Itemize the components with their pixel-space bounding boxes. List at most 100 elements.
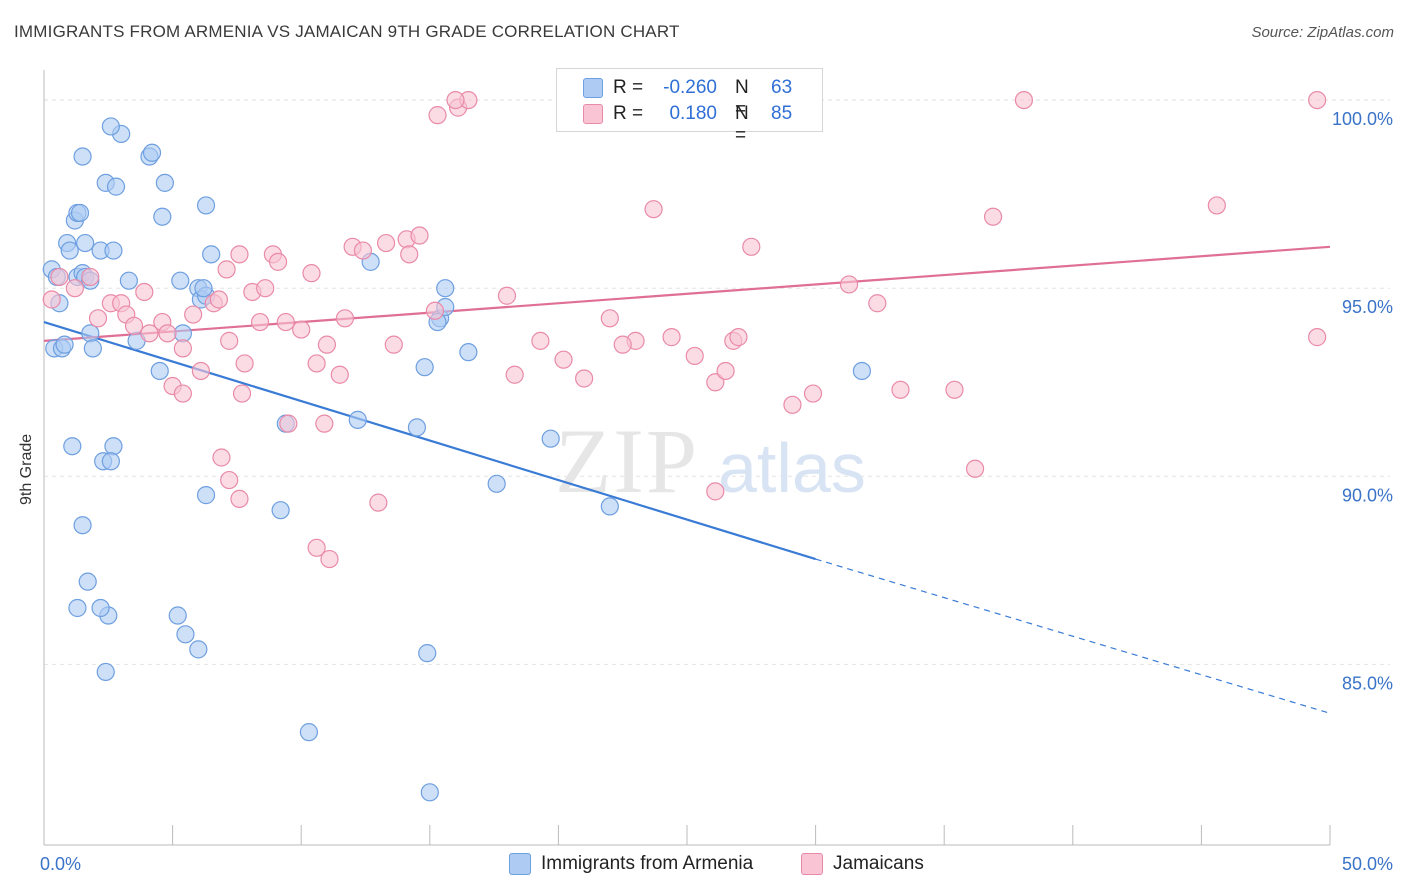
jamaican-point: [250, 312, 270, 332]
armenia-point: [196, 486, 216, 505]
armenia-point: [104, 437, 123, 456]
bottom-legend-swatch-armenia: [509, 853, 531, 875]
legend-r-value-jamaicans: 0.180: [669, 103, 717, 124]
y-tick-label: 95.0%: [1342, 297, 1393, 317]
jamaican-point: [220, 331, 239, 350]
armenia-point: [202, 245, 221, 264]
jamaican-point: [302, 264, 321, 283]
jamaican-point: [706, 482, 725, 501]
jamaican-point: [531, 331, 550, 350]
jamaican-point: [410, 226, 429, 245]
legend-n-label: N =: [735, 103, 749, 146]
jamaican-point: [742, 237, 761, 256]
jamaican-point: [644, 200, 663, 219]
jamaican-point: [268, 252, 288, 271]
legend-r-label: R =: [613, 77, 644, 98]
jamaican-point: [88, 309, 108, 328]
armenia-point: [196, 196, 216, 215]
jamaican-point: [335, 309, 355, 328]
jamaican-point: [212, 448, 231, 467]
jamaican-point: [256, 279, 275, 298]
x-tick-label: 0.0%: [40, 854, 81, 874]
axes: [43, 70, 1331, 846]
watermark-zip: ZIP: [555, 410, 699, 512]
jamaican-point: [50, 267, 69, 287]
y-axis-label: 9th Grade: [18, 433, 35, 505]
armenia-point: [415, 358, 434, 377]
jamaican-point: [1207, 196, 1226, 215]
jamaican-point: [839, 275, 859, 294]
jamaican-point: [191, 361, 210, 381]
source-label: Source: ZipAtlas.com: [1251, 24, 1394, 41]
jamaican-point: [292, 320, 311, 339]
jamaican-point: [317, 335, 337, 354]
data-points: [42, 90, 1327, 802]
jamaican-point: [307, 354, 326, 373]
jamaican-point: [868, 294, 887, 313]
jamaican-point: [803, 384, 823, 403]
jamaican-point: [315, 414, 334, 433]
armenia-point: [63, 437, 82, 456]
jamaican-point: [1308, 90, 1327, 110]
armenia-point: [101, 117, 120, 136]
jamaican-point: [209, 290, 228, 309]
jamaican-point: [400, 245, 419, 264]
legend-r-value-armenia: -0.260: [663, 77, 717, 98]
y-tick-label: 90.0%: [1342, 485, 1393, 505]
jamaican-point: [613, 335, 632, 354]
armenia-point: [171, 271, 190, 290]
legend-r-label: R =: [613, 103, 644, 124]
armenia-point: [153, 207, 172, 226]
jamaican-point: [662, 328, 681, 347]
jamaican-point: [575, 369, 594, 388]
jamaican-point: [446, 90, 465, 110]
jamaican-point: [307, 538, 326, 557]
jamaican-point: [376, 233, 396, 253]
watermark-atlas: atlas: [718, 429, 866, 507]
armenia-point: [119, 271, 138, 290]
armenia-point: [150, 361, 169, 381]
armenia-point: [106, 177, 126, 196]
armenia-point: [76, 233, 95, 253]
armenia-point: [104, 241, 123, 260]
jamaican-point: [353, 241, 373, 260]
armenia-point: [78, 572, 97, 591]
armenia-trend-line: [43, 321, 816, 561]
armenia-point: [168, 606, 187, 625]
jamaican-point: [158, 324, 177, 343]
y-tick-label: 85.0%: [1342, 673, 1393, 693]
armenia-point: [487, 474, 506, 493]
armenia-point: [96, 662, 115, 682]
armenia-point: [194, 279, 213, 298]
jamaican-point: [891, 380, 910, 399]
jamaican-point: [505, 365, 524, 384]
jamaican-point: [230, 245, 249, 264]
jamaican-point: [81, 267, 100, 287]
jamaican-point: [685, 346, 704, 366]
legend-n-value-jamaicans: 85: [771, 103, 793, 124]
armenia-point: [852, 361, 871, 381]
jamaican-point: [235, 354, 254, 373]
jamaican-point: [330, 365, 349, 384]
armenia-point: [101, 452, 120, 471]
armenia-point: [60, 241, 79, 260]
jamaican-point: [173, 339, 192, 358]
jamaican-point: [135, 282, 154, 302]
jamaican-point: [230, 489, 249, 508]
armenia-point: [420, 783, 439, 802]
jamaican-point: [428, 106, 447, 125]
armenia-point: [176, 625, 195, 644]
armenia-point: [155, 173, 174, 192]
chart-title: IMMIGRANTS FROM ARMENIA VS JAMAICAN 9TH …: [14, 22, 680, 41]
jamaican-point: [1308, 328, 1327, 347]
jamaican-point: [184, 305, 203, 324]
jamaican-point: [279, 414, 298, 433]
jamaican-point: [497, 286, 517, 305]
armenia-point: [73, 147, 92, 166]
jamaican-point: [783, 395, 802, 414]
jamaican-point: [124, 316, 144, 335]
armenia-point: [418, 644, 437, 663]
jamaican-point: [276, 312, 295, 332]
jamaican-point: [384, 335, 403, 354]
jamaican-point: [600, 309, 619, 328]
